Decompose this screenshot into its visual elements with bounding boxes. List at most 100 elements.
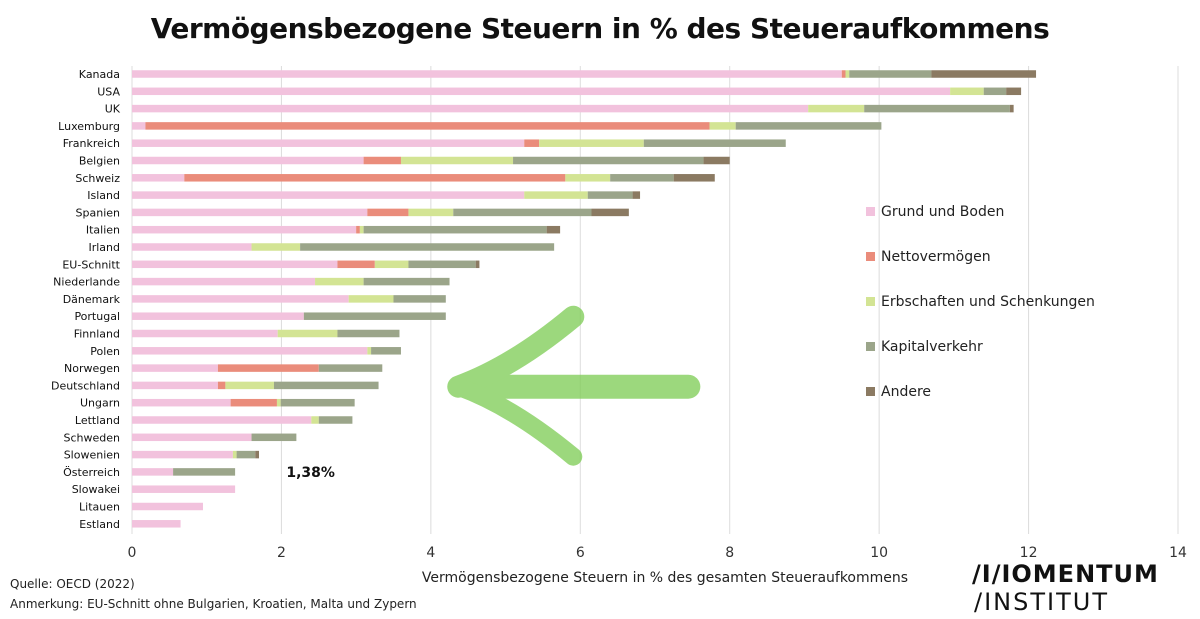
bar-slowenien-andere xyxy=(255,450,260,459)
bar-kanada-andere xyxy=(931,70,1037,78)
category-label-uk: UK xyxy=(105,103,121,116)
bar-island-erbschaften-und-schenkungen xyxy=(524,191,588,199)
bar-deutschland-grund-und-boden xyxy=(132,381,218,390)
bar-eu-schnitt-grund-und-boden xyxy=(132,260,338,269)
bar-estland-grund-und-boden xyxy=(132,520,181,528)
bar-schweiz-kapitalverkehr xyxy=(610,174,674,182)
bar-spanien-kapitalverkehr xyxy=(453,208,592,217)
bar-deutschland-erbschaften-und-schenkungen xyxy=(225,381,274,390)
bar-schweiz-nettovermoegen xyxy=(184,174,566,182)
bar-spanien-andere xyxy=(591,208,629,217)
category-label-ungarn: Ungarn xyxy=(80,397,120,410)
arrow-head-lower xyxy=(449,377,583,466)
category-label-litauen: Litauen xyxy=(79,501,120,514)
bar-oesterreich-kapitalverkehr xyxy=(173,468,236,476)
x-tick-label: 12 xyxy=(1020,545,1038,561)
bar-italien-grund-und-boden xyxy=(132,225,357,234)
bar-belgien-kapitalverkehr xyxy=(513,156,704,165)
category-label-italien: Italien xyxy=(86,224,120,237)
category-label-kanada: Kanada xyxy=(79,68,120,81)
x-tick-label: 8 xyxy=(725,545,734,561)
momentum-institut-logo: /I/IOMENTUM /INSTITUT xyxy=(972,560,1192,616)
category-label-irland: Irland xyxy=(88,241,120,254)
category-label-norwegen: Norwegen xyxy=(64,362,120,375)
bar-uk-kapitalverkehr xyxy=(864,104,1010,113)
bar-luxemburg-erbschaften-und-schenkungen xyxy=(709,122,736,130)
bar-norwegen-grund-und-boden xyxy=(132,364,218,372)
category-label-spanien: Spanien xyxy=(76,206,121,219)
bar-ungarn-erbschaften-und-schenkungen xyxy=(276,398,281,407)
category-label-island: Island xyxy=(87,189,120,202)
bar-luxemburg-kapitalverkehr xyxy=(735,122,882,130)
bar-frankreich-erbschaften-und-schenkungen xyxy=(539,139,644,147)
bar-italien-nettovermoegen xyxy=(356,225,360,234)
x-axis-label: Vermögensbezogene Steuern in % des gesam… xyxy=(422,570,908,586)
bar-luxemburg-nettovermoegen xyxy=(145,122,710,130)
bar-belgien-erbschaften-und-schenkungen xyxy=(400,156,514,165)
category-label-oesterreich: Österreich xyxy=(63,466,120,479)
x-tick-label: 4 xyxy=(426,545,435,561)
bar-niederlande-grund-und-boden xyxy=(132,277,316,286)
bar-irland-grund-und-boden xyxy=(132,243,252,251)
category-label-polen: Polen xyxy=(90,345,120,358)
bar-kanada-nettovermoegen xyxy=(841,70,846,78)
category-label-finnland: Finnland xyxy=(74,328,120,341)
x-tick-label: 2 xyxy=(277,545,286,561)
bar-schweiz-grund-und-boden xyxy=(132,174,185,182)
bar-niederlande-kapitalverkehr xyxy=(363,277,450,286)
bar-luxemburg-grund-und-boden xyxy=(132,122,146,130)
category-label-niederlande: Niederlande xyxy=(53,276,120,289)
bar-polen-kapitalverkehr xyxy=(371,347,401,355)
x-tick-label: 6 xyxy=(576,545,585,561)
bar-eu-schnitt-nettovermoegen xyxy=(337,260,375,269)
bar-ungarn-nettovermoegen xyxy=(230,398,277,407)
category-label-luxemburg: Luxemburg xyxy=(58,120,120,133)
bar-italien-andere xyxy=(546,225,561,234)
bar-irland-kapitalverkehr xyxy=(300,243,555,251)
bar-schweden-grund-und-boden xyxy=(132,433,252,442)
category-label-deutschland: Deutschland xyxy=(51,379,120,392)
pointer-arrow xyxy=(447,305,701,466)
bar-polen-erbschaften-und-schenkungen xyxy=(367,347,372,355)
x-tick-label: 0 xyxy=(128,545,137,561)
bar-island-andere xyxy=(632,191,641,199)
bar-usa-erbschaften-und-schenkungen xyxy=(950,87,984,96)
legend-label-erbschaften-und-schenkungen: Erbschaften und Schenkungen xyxy=(881,294,1095,310)
legend-swatch-kapitalverkehr xyxy=(866,342,875,351)
bar-frankreich-kapitalverkehr xyxy=(643,139,786,147)
bar-eu-schnitt-andere xyxy=(475,260,480,269)
bar-frankreich-grund-und-boden xyxy=(132,139,525,147)
bar-frankreich-nettovermoegen xyxy=(524,139,540,147)
bar-slowenien-kapitalverkehr xyxy=(236,450,256,459)
legend-label-andere: Andere xyxy=(881,384,931,400)
bar-slowakei-grund-und-boden xyxy=(132,485,236,493)
bar-portugal-grund-und-boden xyxy=(132,312,304,320)
bar-kanada-erbschaften-und-schenkungen xyxy=(845,70,850,78)
legend-label-grund-und-boden: Grund und Boden xyxy=(881,204,1004,220)
category-label-lettland: Lettland xyxy=(75,414,120,427)
bar-daenemark-kapitalverkehr xyxy=(393,295,446,303)
bar-eu-schnitt-erbschaften-und-schenkungen xyxy=(374,260,409,269)
bar-island-grund-und-boden xyxy=(132,191,525,199)
bar-niederlande-erbschaften-und-schenkungen xyxy=(315,277,364,286)
bar-slowenien-erbschaften-und-schenkungen xyxy=(232,450,237,459)
bar-finnland-erbschaften-und-schenkungen xyxy=(277,329,338,338)
bar-slowenien-grund-und-boden xyxy=(132,450,233,459)
category-label-slowenien: Slowenien xyxy=(64,449,120,462)
logo-line-1: /I/IOMENTUM xyxy=(972,560,1159,588)
bar-kanada-grund-und-boden xyxy=(132,70,842,78)
category-label-estland: Estland xyxy=(79,518,120,531)
legend-label-kapitalverkehr: Kapitalverkehr xyxy=(881,339,983,355)
bar-oesterreich-grund-und-boden xyxy=(132,468,174,476)
footnote: Anmerkung: EU-Schnitt ohne Bulgarien, Kr… xyxy=(10,597,417,611)
bar-lettland-kapitalverkehr xyxy=(318,416,353,424)
bar-deutschland-nettovermoegen xyxy=(217,381,226,390)
annotation-value: 1,38% xyxy=(286,465,335,481)
legend-swatch-grund-und-boden xyxy=(866,207,875,216)
category-label-slowakei: Slowakei xyxy=(72,483,120,496)
x-tick-label: 14 xyxy=(1169,545,1187,561)
bar-usa-andere xyxy=(1006,87,1022,96)
bar-ungarn-kapitalverkehr xyxy=(280,398,355,407)
bar-norwegen-nettovermoegen xyxy=(217,364,319,372)
